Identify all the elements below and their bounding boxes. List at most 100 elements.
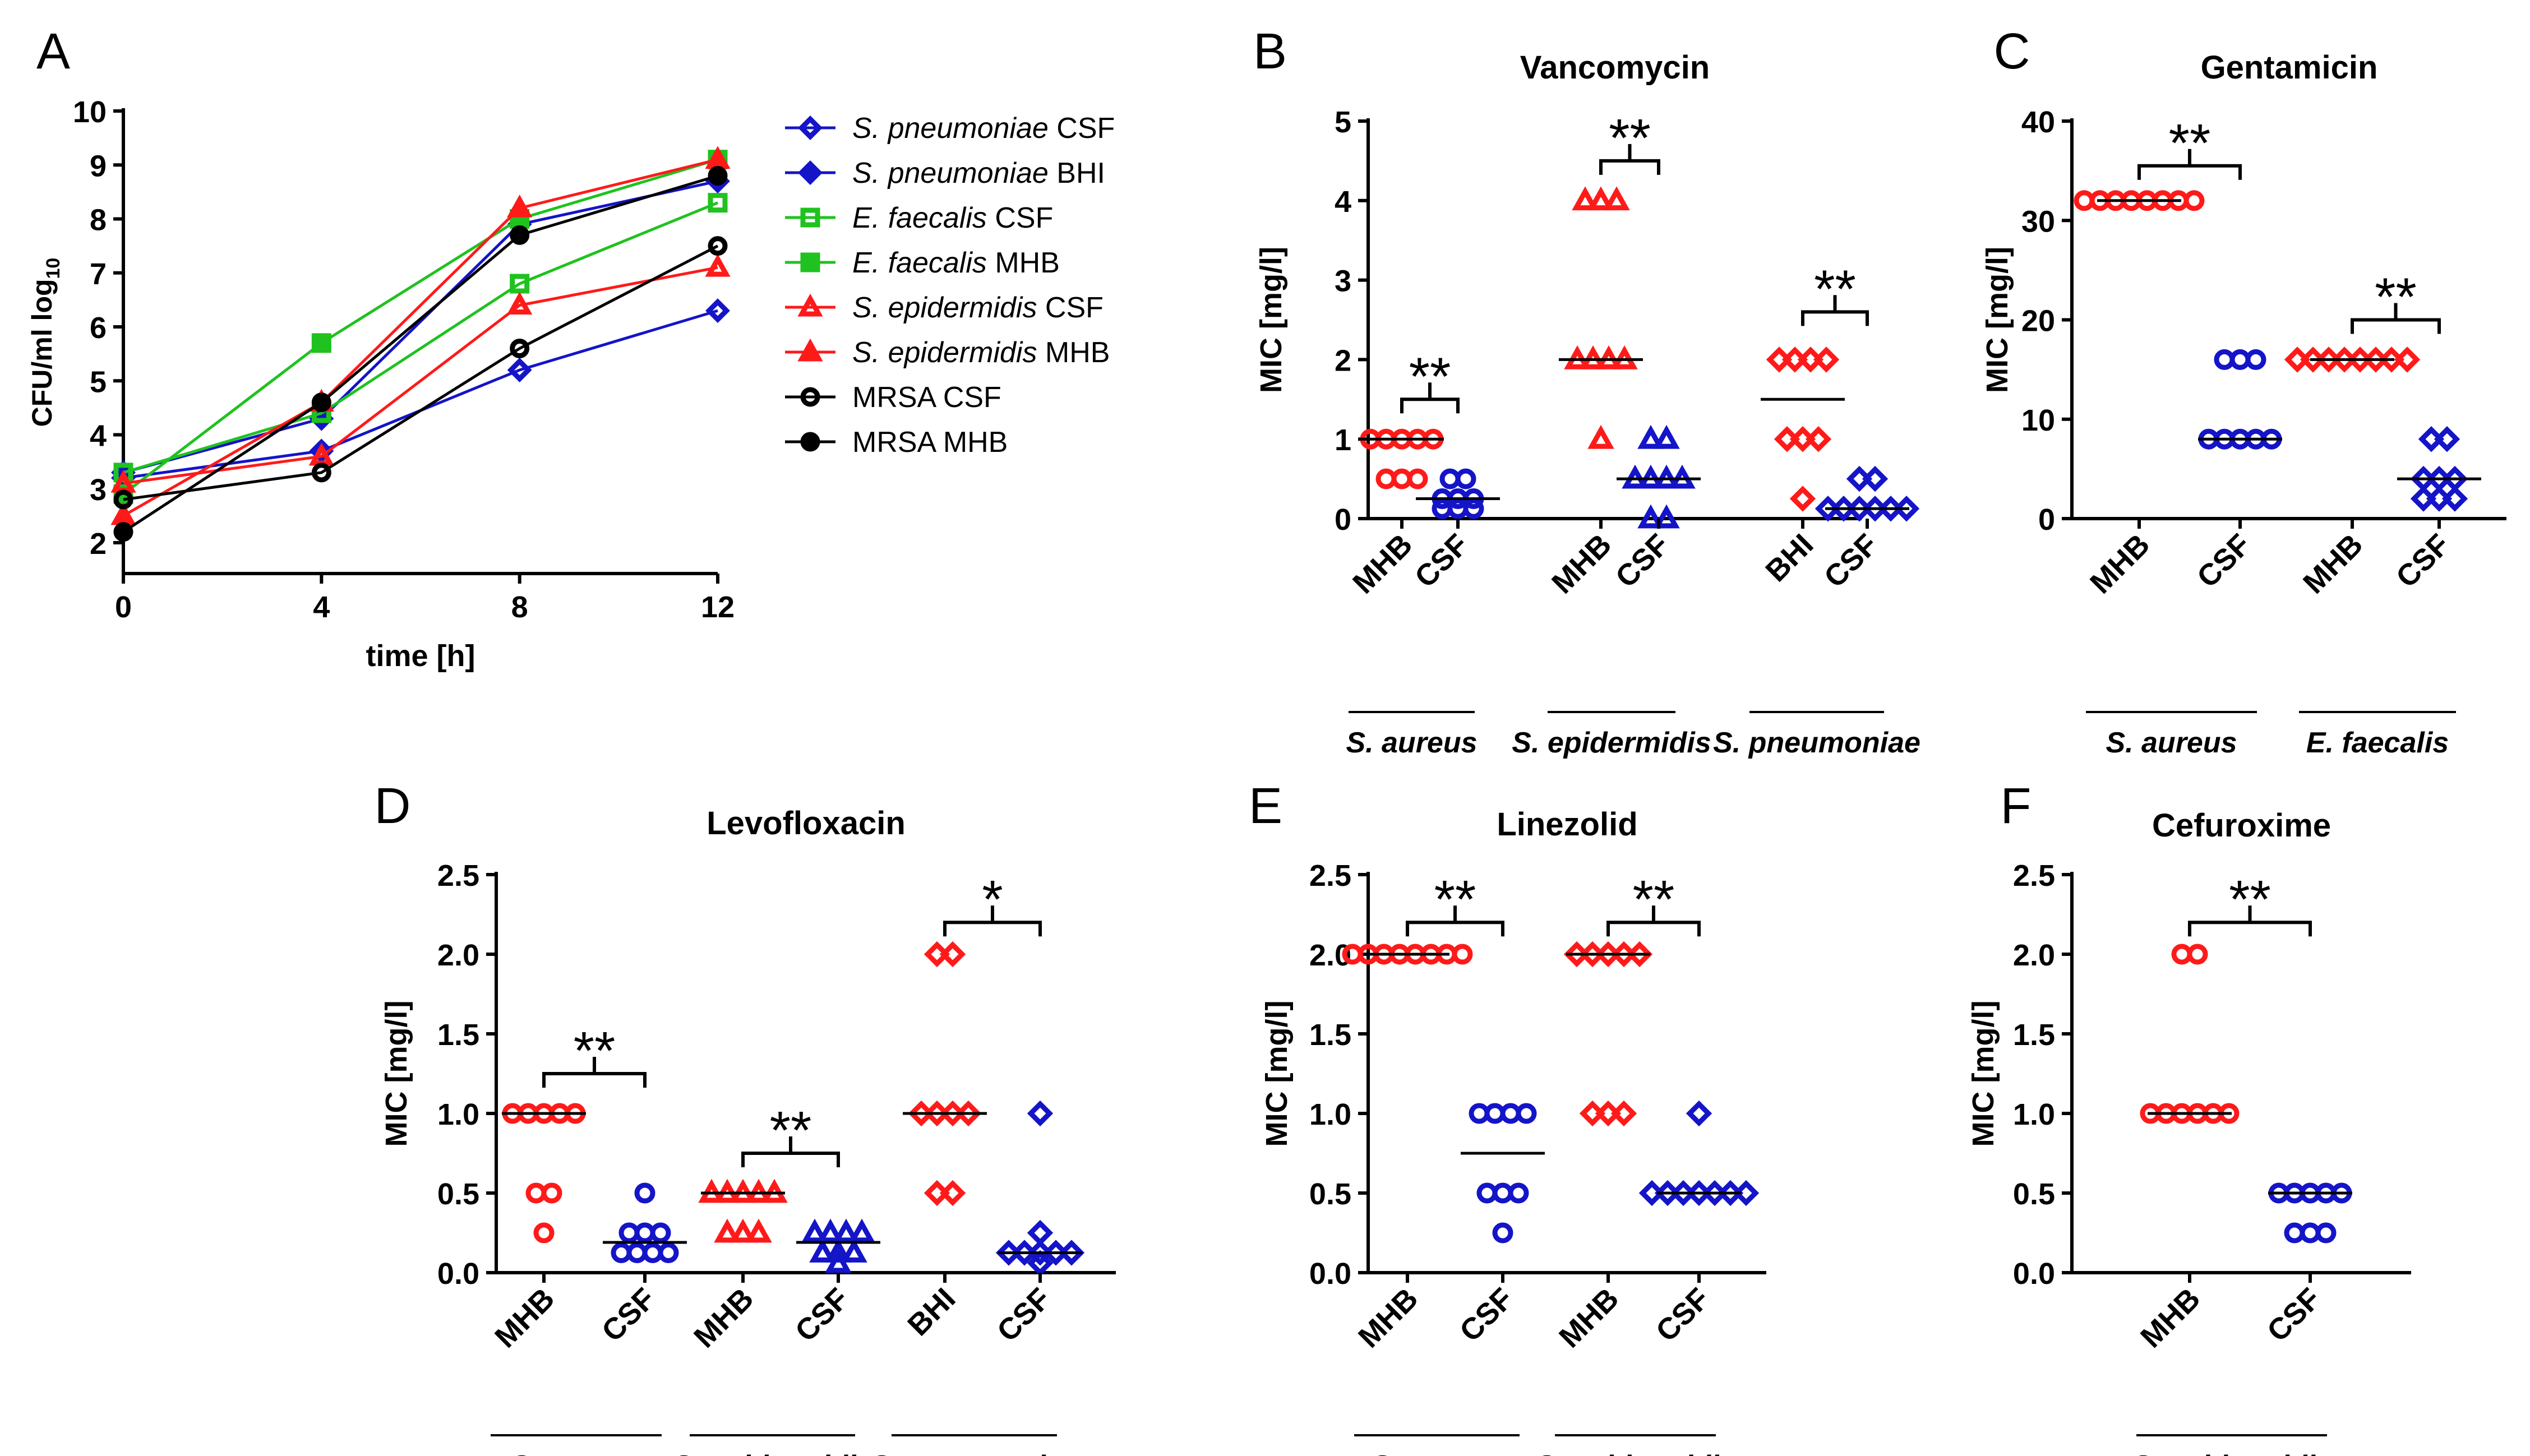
legend-species: S. pneumoniae: [852, 112, 1049, 145]
data-point: [110, 502, 136, 525]
y-tick-label: 1.5: [2013, 1018, 2055, 1052]
data-point: [311, 392, 331, 413]
x-tick-label: MHB: [1346, 528, 1419, 600]
legend-medium: BHI: [1056, 157, 1105, 189]
species-group: S. aureus: [491, 1434, 662, 1456]
data-point: [510, 225, 530, 245]
data-point: [825, 1249, 852, 1273]
legend-medium: MRSA CSF: [852, 381, 1001, 414]
legend-label: MRSA CSF: [852, 381, 1001, 414]
y-tick-label: 4: [90, 419, 107, 453]
significance-stars: **: [1814, 259, 1856, 319]
y-tick-label: 5: [1335, 105, 1351, 139]
group-5: CSF: [1815, 465, 1920, 594]
y-axis-label: MIC [mg/l]: [380, 1001, 413, 1147]
group-1: CSF: [2261, 1182, 2352, 1348]
group-0: MHB: [1342, 944, 1473, 1354]
x-tick-label: BHI: [1759, 528, 1820, 588]
species-group: S. pneumoniae: [1713, 711, 1920, 759]
x-tick-label: MHB: [687, 1282, 760, 1354]
legend-species: S. epidermidis: [852, 292, 1037, 324]
data-point: [2315, 1222, 2337, 1244]
data-point: [1572, 186, 1599, 211]
data-point: [510, 274, 530, 294]
group-5: CSF: [991, 1100, 1085, 1348]
series-line: [123, 309, 718, 479]
group-2: MHB: [1545, 186, 1643, 600]
legend-item: MRSA CSF: [785, 381, 1001, 414]
y-tick-label: 30: [2021, 205, 2055, 238]
y-tick-label: 0.5: [1309, 1177, 1351, 1211]
data-point: [1463, 498, 1484, 519]
x-tick-label: CSF: [1453, 1282, 1520, 1348]
data-point: [708, 193, 728, 213]
y-tick-label: 0.0: [2013, 1257, 2055, 1291]
chart-title: Vancomycin: [1520, 49, 1710, 86]
data-point: [833, 1218, 860, 1243]
legend-label: MRSA MHB: [852, 426, 1008, 459]
x-tick-label: MHB: [1545, 528, 1618, 600]
y-tick-label: 2.5: [437, 859, 479, 893]
legend-space: [1037, 336, 1045, 369]
data-point: [2187, 944, 2208, 965]
data-point: [1027, 1250, 1054, 1277]
x-tick-label: CSF: [2390, 528, 2457, 594]
data-point: [1733, 1180, 1760, 1207]
species-label: S. epidermidis: [673, 1450, 872, 1456]
legend-medium: MHB: [995, 247, 1060, 279]
y-tick-label: 6: [90, 311, 107, 345]
legend-species: E. faecalis: [852, 247, 987, 279]
panel-label: A: [36, 24, 70, 80]
data-point: [1058, 1240, 1085, 1266]
significance-bracket: **: [1599, 108, 1660, 175]
group-4: BHI: [901, 941, 987, 1342]
data-point: [2394, 346, 2421, 373]
x-tick-label: MHB: [2134, 1282, 2206, 1354]
species-label: S. aureus: [510, 1450, 641, 1456]
data-point: [507, 292, 533, 315]
legend-marker: [798, 115, 823, 140]
y-tick-label: 2.0: [437, 939, 479, 972]
group-3: CSF: [1609, 424, 1701, 594]
y-axis-label: CFU/ml log10: [26, 258, 64, 427]
data-point: [848, 1218, 875, 1243]
species-group: S. aureus: [2086, 711, 2257, 759]
data-point: [507, 195, 533, 218]
data-point: [1686, 1100, 1712, 1127]
series-2: [113, 193, 728, 483]
legend-medium: CSF: [1056, 112, 1115, 145]
panel-label: E: [1249, 778, 1282, 834]
x-tick-label: BHI: [901, 1282, 962, 1342]
group-3: CSF: [2390, 426, 2481, 594]
significance-bracket: **: [2137, 113, 2242, 180]
data-point: [113, 489, 133, 510]
x-tick-label: CSF: [1609, 528, 1676, 594]
data-point: [2441, 465, 2468, 492]
data-point: [1455, 468, 1476, 489]
data-point: [309, 438, 334, 464]
data-point: [1407, 468, 1428, 489]
x-tick-label: 0: [115, 590, 132, 624]
legend-marker: [797, 338, 823, 362]
species-group: E. faecalis: [2299, 711, 2456, 759]
species-group: S. epidermidis: [1512, 711, 1711, 759]
data-point: [705, 298, 730, 323]
x-tick-label: MHB: [1553, 1282, 1625, 1354]
species-label: S. aureus: [1346, 727, 1477, 759]
legend-label: S. epidermidis CSF: [852, 292, 1104, 324]
species-label: S. aureus: [2106, 727, 2237, 759]
data-point: [809, 1238, 836, 1263]
data-point: [2441, 486, 2468, 512]
legend-marker: [797, 293, 823, 317]
legend-marker: [800, 432, 820, 452]
y-tick-label: 0: [1335, 503, 1351, 537]
significance-stars: **: [1633, 870, 1675, 930]
data-point: [634, 1182, 655, 1204]
y-tick-label: 7: [90, 257, 107, 291]
legend-label: S. pneumoniae BHI: [852, 157, 1105, 189]
significance-bracket: **: [1400, 346, 1460, 414]
significance-bracket: **: [1406, 870, 1504, 937]
y-tick-label: 3: [1335, 265, 1351, 298]
legend-space: [987, 202, 995, 234]
